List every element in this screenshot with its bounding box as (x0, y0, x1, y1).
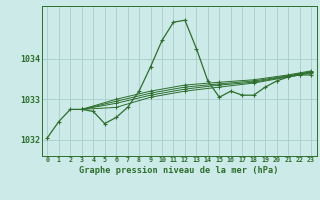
X-axis label: Graphe pression niveau de la mer (hPa): Graphe pression niveau de la mer (hPa) (79, 166, 279, 175)
